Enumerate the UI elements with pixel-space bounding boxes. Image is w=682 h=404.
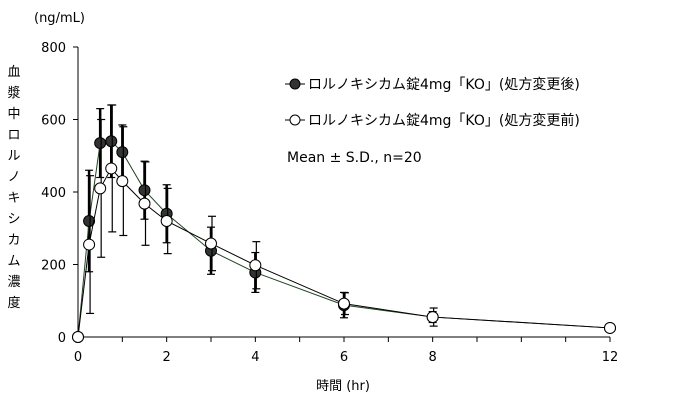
series-line: [77, 140, 611, 338]
x-tick-label: 2: [163, 350, 171, 365]
data-point: [426, 311, 439, 324]
data-point: [338, 297, 350, 310]
y-axis-label: 血漿中ロルノキシカム濃度: [7, 65, 21, 311]
legend-label-1: ロルノキシカム錠4mg「KO」(処方変更前): [308, 112, 580, 129]
data-point: [116, 146, 129, 159]
legend-marker-open: [289, 114, 301, 126]
data-point: [116, 175, 129, 188]
y-tick-label: 600: [41, 114, 66, 129]
x-tick-label: 6: [340, 350, 348, 365]
data-point: [249, 259, 262, 272]
y-tick-label: 0: [58, 331, 66, 346]
data-point: [105, 162, 118, 175]
data-point: [83, 238, 96, 251]
data-point: [138, 184, 151, 197]
legend: ロルノキシカム錠4mg「KO」(処方変更後) ロルノキシカム錠4mg「KO」(処…: [285, 76, 580, 129]
x-tick-label: 4: [251, 350, 259, 365]
annotation: Mean ± S.D., n=20: [287, 150, 422, 166]
data-point: [72, 331, 84, 343]
legend-label-0: ロルノキシカム錠4mg「KO」(処方変更後): [308, 76, 580, 93]
y-tick-label: 200: [41, 259, 66, 274]
data-point: [83, 215, 96, 227]
data-point: [138, 197, 151, 210]
series-line: [77, 167, 611, 338]
data-point: [94, 137, 107, 150]
x-tick-label: 12: [602, 350, 619, 365]
y-tick-label: 400: [41, 186, 66, 201]
data-point: [160, 215, 173, 227]
unit-label: (ng/mL): [34, 11, 85, 26]
data-point: [94, 182, 107, 195]
legend-marker-filled: [289, 78, 301, 90]
data-point: [105, 135, 118, 148]
x-tick-label: 0: [74, 350, 82, 365]
x-axis-label: 時間 (hr): [316, 379, 370, 394]
x-tick-label: 8: [429, 350, 437, 365]
y-tick-label: 800: [41, 41, 66, 56]
data-point: [205, 237, 217, 250]
series-open: [72, 104, 616, 343]
data-point: [604, 321, 616, 334]
